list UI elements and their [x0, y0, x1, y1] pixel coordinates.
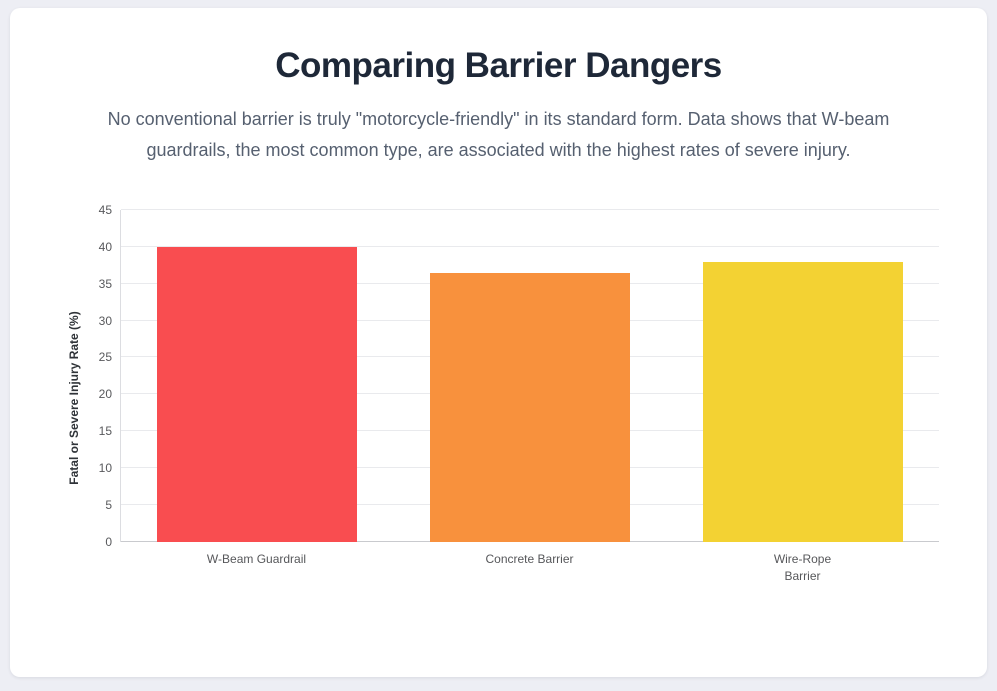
- gridline: [121, 245, 939, 247]
- y-axis-tick: 25: [98, 350, 112, 365]
- x-axis-labels: W-Beam Guardrail Concrete Barrier Wire-Rop…: [120, 551, 939, 586]
- bar-wire-rope[interactable]: [702, 261, 903, 542]
- bar-slot: [394, 210, 667, 542]
- gridline: [121, 208, 939, 210]
- plot-area: [120, 208, 939, 542]
- y-axis-tick: 10: [98, 461, 112, 476]
- x-axis-label: W-Beam Guardrail: [206, 551, 307, 566]
- content-card: Comparing Barrier Dangers No conventiona…: [10, 8, 987, 677]
- y-axis-title-column: Fatal or Severe Injury Rate (%): [62, 210, 86, 586]
- y-axis-ticks: 0 5 10 15 20 25 30 35 40 45: [86, 203, 120, 549]
- x-axis-label: Wire-Rope Barrier: [773, 551, 832, 584]
- bar-concrete-barrier[interactable]: [430, 272, 630, 542]
- plot-column: W-Beam Guardrail Concrete Barrier Wire-Rop…: [120, 208, 939, 586]
- bar-slot: [666, 210, 939, 542]
- bar-w-beam-guardrail[interactable]: [157, 246, 358, 542]
- x-axis-label: Concrete Barrier: [485, 551, 574, 566]
- y-axis-tick: 20: [98, 387, 112, 402]
- y-axis-tick: 0: [105, 534, 112, 549]
- y-axis-tick: 35: [98, 276, 112, 291]
- y-axis-tick: 45: [98, 202, 112, 217]
- y-axis-tick: 5: [105, 498, 112, 513]
- bar-chart: Fatal or Severe Injury Rate (%) 0 5 10 15 20…: [62, 203, 939, 586]
- bars-row: [121, 210, 939, 542]
- y-axis-tick: 30: [98, 313, 112, 328]
- page-title: Comparing Barrier Dangers: [275, 46, 722, 85]
- page-subtitle: No conventional barrier is truly "motorc…: [107, 109, 890, 160]
- bar-slot: [121, 210, 394, 542]
- y-axis-title: Fatal or Severe Injury Rate (%): [67, 311, 81, 485]
- y-axis-tick: 15: [98, 424, 112, 439]
- y-axis-tick: 40: [98, 239, 112, 254]
